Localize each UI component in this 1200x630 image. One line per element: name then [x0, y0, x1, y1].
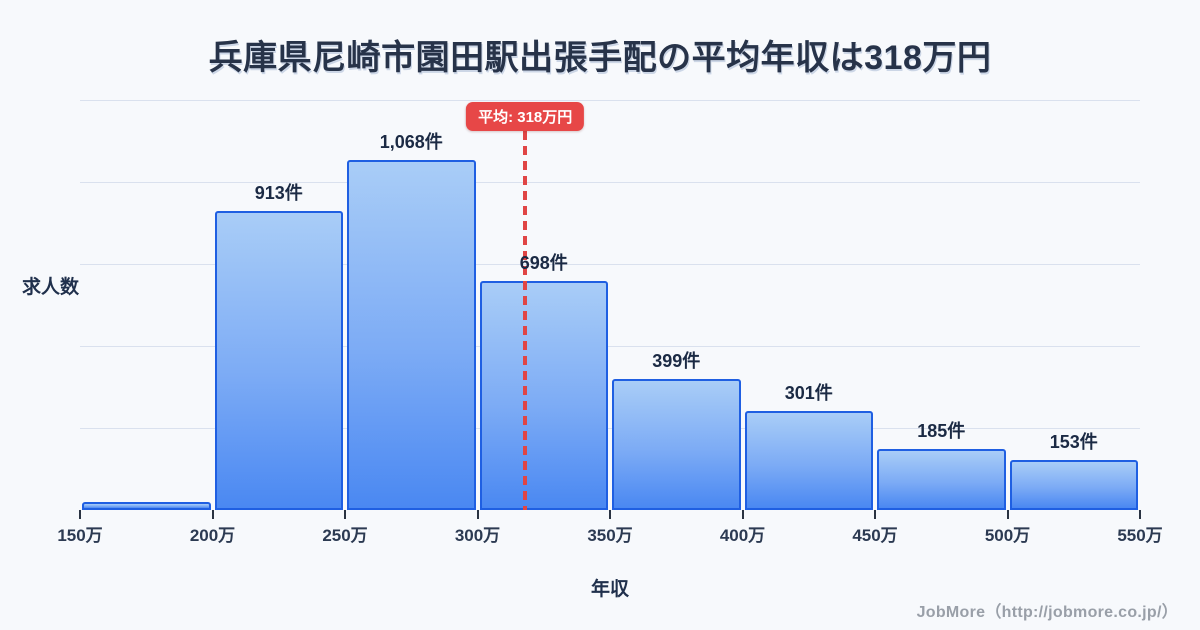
bar [347, 160, 476, 510]
gridline [80, 100, 1140, 101]
x-axis-tick [79, 510, 81, 519]
bar-value-label: 153件 [1049, 432, 1098, 452]
gridline [80, 264, 1140, 265]
bar [877, 449, 1006, 510]
bar [1009, 460, 1138, 510]
x-axis-label: 年収 [590, 579, 629, 600]
plot-area: 913件 1,068件 698件 399件 301件 185件 153件 150万 200万 25… [57, 100, 1163, 545]
x-axis-tick [874, 510, 876, 519]
bar-value-label: 399件 [652, 351, 701, 371]
x-tick-label: 400万 [719, 526, 766, 545]
x-tick-label: 200万 [189, 526, 236, 545]
bar-value-label: 185件 [917, 421, 966, 441]
page-title: 兵庫県尼崎市園田駅出張手配の平均年収は318万円 [208, 39, 992, 77]
y-axis-label: 求人数 [22, 277, 80, 298]
x-tick-label: 350万 [587, 526, 633, 545]
bar [612, 379, 741, 510]
x-tick-label: 500万 [984, 526, 1031, 545]
bar-value-label: 913件 [254, 183, 303, 203]
bar-value-label: 698件 [519, 253, 568, 273]
bar [744, 411, 873, 510]
x-axis-tick [344, 510, 346, 519]
x-axis-tick [211, 510, 214, 519]
x-axis-tick [1139, 510, 1141, 519]
bar [82, 502, 211, 510]
x-tick-label: 300万 [454, 526, 501, 545]
x-axis-tick [741, 510, 744, 519]
bar [214, 211, 343, 510]
source-credit: JobMore（http://jobmore.co.jp/） [916, 604, 1178, 621]
x-axis-tick [1006, 510, 1009, 519]
average-line [523, 131, 528, 510]
bar-value-label: 301件 [784, 383, 833, 403]
gridline [80, 346, 1140, 347]
average-badge: 平均: 318万円 [466, 102, 585, 131]
bar [479, 281, 608, 510]
x-tick-label: 550万 [1117, 526, 1163, 545]
x-tick-label: 150万 [57, 526, 103, 545]
x-tick-label: 250万 [322, 526, 368, 545]
x-axis-tick [609, 510, 611, 519]
gridline [80, 428, 1140, 429]
gridline [80, 182, 1140, 183]
x-axis-tick [476, 510, 479, 519]
bar-value-label: 1,068件 [379, 132, 443, 152]
x-tick-label: 450万 [852, 526, 898, 545]
